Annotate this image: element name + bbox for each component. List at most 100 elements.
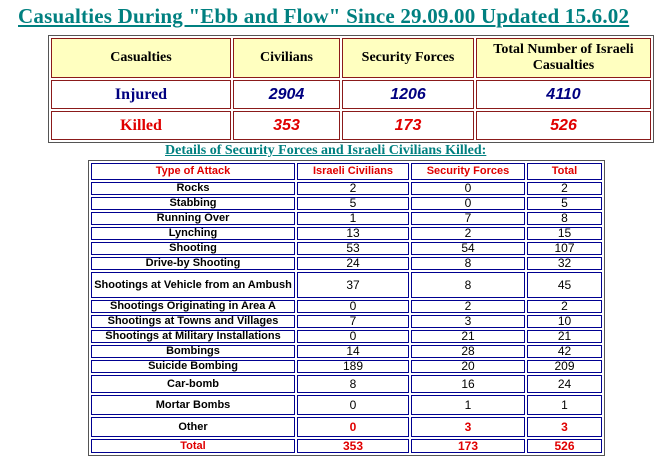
header-type-of-attack: Type of Attack <box>91 163 295 180</box>
grand-total: 526 <box>527 439 602 453</box>
total-value: 2 <box>527 182 602 195</box>
security-value: 21 <box>411 330 525 343</box>
security-value: 7 <box>411 212 525 225</box>
injured-total: 4110 <box>476 80 651 109</box>
table-row: Running Over 1 7 8 <box>91 212 602 225</box>
header-security-forces: Security Forces <box>342 38 474 78</box>
header-casualties: Casualties <box>51 38 231 78</box>
total-value: 209 <box>527 360 602 373</box>
details-title: Details of Security Forces and Israeli C… <box>165 143 487 158</box>
attack-type: Shooting <box>91 242 295 255</box>
security-value: 3 <box>411 417 525 437</box>
total-value: 2 <box>527 300 602 313</box>
table-row: Drive-by Shooting 24 8 32 <box>91 257 602 270</box>
row-label-injured: Injured <box>51 80 231 109</box>
attack-type: Lynching <box>91 227 295 240</box>
table-row: Stabbing 5 0 5 <box>91 197 602 210</box>
attack-type: Car-bomb <box>91 375 295 393</box>
header-israeli-civilians: Israeli Civilians <box>297 163 409 180</box>
table-row: Shootings at Vehicle from an Ambush 37 8… <box>91 272 602 298</box>
security-value: 54 <box>411 242 525 255</box>
civilians-total: 353 <box>297 439 409 453</box>
injured-civilians: 2904 <box>233 80 340 109</box>
security-total: 173 <box>411 439 525 453</box>
table-row: Mortar Bombs 0 1 1 <box>91 395 602 415</box>
row-label-killed: Killed <box>51 111 231 140</box>
total-value: 15 <box>527 227 602 240</box>
civilians-value: 1 <box>297 212 409 225</box>
attack-type: Shootings at Vehicle from an Ambush <box>91 272 295 298</box>
civilians-value: 24 <box>297 257 409 270</box>
attack-type: Stabbing <box>91 197 295 210</box>
civilians-value: 5 <box>297 197 409 210</box>
total-value: 42 <box>527 345 602 358</box>
civilians-value: 13 <box>297 227 409 240</box>
attack-type: Shootings Originating in Area A <box>91 300 295 313</box>
civilians-value: 2 <box>297 182 409 195</box>
attack-type: Running Over <box>91 212 295 225</box>
civilians-value: 0 <box>297 417 409 437</box>
total-value: 21 <box>527 330 602 343</box>
summary-header-row: Casualties Civilians Security Forces Tot… <box>51 38 651 78</box>
total-value: 1 <box>527 395 602 415</box>
summary-row-killed: Killed 353 173 526 <box>51 111 651 140</box>
total-value: 5 <box>527 197 602 210</box>
summary-table: Casualties Civilians Security Forces Tot… <box>48 35 654 143</box>
table-row: Shooting 53 54 107 <box>91 242 602 255</box>
attack-type: Other <box>91 417 295 437</box>
total-value: 3 <box>527 417 602 437</box>
header-civilians: Civilians <box>233 38 340 78</box>
total-value: 8 <box>527 212 602 225</box>
attack-type: Bombings <box>91 345 295 358</box>
total-value: 107 <box>527 242 602 255</box>
security-value: 3 <box>411 315 525 328</box>
civilians-value: 37 <box>297 272 409 298</box>
table-row: Shootings Originating in Area A 0 2 2 <box>91 300 602 313</box>
civilians-value: 0 <box>297 330 409 343</box>
total-row: Total 353 173 526 <box>91 439 602 453</box>
attack-type: Shootings at Military Installations <box>91 330 295 343</box>
attack-type: Drive-by Shooting <box>91 257 295 270</box>
killed-total: 526 <box>476 111 651 140</box>
injured-security-forces: 1206 <box>342 80 474 109</box>
total-value: 45 <box>527 272 602 298</box>
details-table: Type of Attack Israeli Civilians Securit… <box>88 160 605 456</box>
civilians-value: 189 <box>297 360 409 373</box>
killed-security-forces: 173 <box>342 111 474 140</box>
table-row: Suicide Bombing 189 20 209 <box>91 360 602 373</box>
total-value: 32 <box>527 257 602 270</box>
security-value: 16 <box>411 375 525 393</box>
table-row: Bombings 14 28 42 <box>91 345 602 358</box>
security-value: 28 <box>411 345 525 358</box>
attack-type: Shootings at Towns and Villages <box>91 315 295 328</box>
security-value: 2 <box>411 227 525 240</box>
table-row: Rocks 2 0 2 <box>91 182 602 195</box>
total-value: 10 <box>527 315 602 328</box>
page-title: Casualties During "Ebb and Flow" Since 2… <box>18 4 630 28</box>
attack-type-total: Total <box>91 439 295 453</box>
table-row: Car-bomb 8 16 24 <box>91 375 602 393</box>
security-value: 0 <box>411 182 525 195</box>
civilians-value: 0 <box>297 300 409 313</box>
summary-row-injured: Injured 2904 1206 4110 <box>51 80 651 109</box>
attack-type: Suicide Bombing <box>91 360 295 373</box>
table-row: Lynching 13 2 15 <box>91 227 602 240</box>
header-total-israeli-casualties: Total Number of Israeli Casualties <box>476 38 651 78</box>
header-total: Total <box>527 163 602 180</box>
attack-type: Rocks <box>91 182 295 195</box>
civilians-value: 0 <box>297 395 409 415</box>
table-row: Other 0 3 3 <box>91 417 602 437</box>
security-value: 1 <box>411 395 525 415</box>
killed-civilians: 353 <box>233 111 340 140</box>
civilians-value: 8 <box>297 375 409 393</box>
civilians-value: 14 <box>297 345 409 358</box>
details-header-row: Type of Attack Israeli Civilians Securit… <box>91 163 602 180</box>
total-value: 24 <box>527 375 602 393</box>
civilians-value: 53 <box>297 242 409 255</box>
table-row: Shootings at Towns and Villages 7 3 10 <box>91 315 602 328</box>
security-value: 0 <box>411 197 525 210</box>
attack-type: Mortar Bombs <box>91 395 295 415</box>
header-security-forces: Security Forces <box>411 163 525 180</box>
security-value: 8 <box>411 272 525 298</box>
security-value: 8 <box>411 257 525 270</box>
